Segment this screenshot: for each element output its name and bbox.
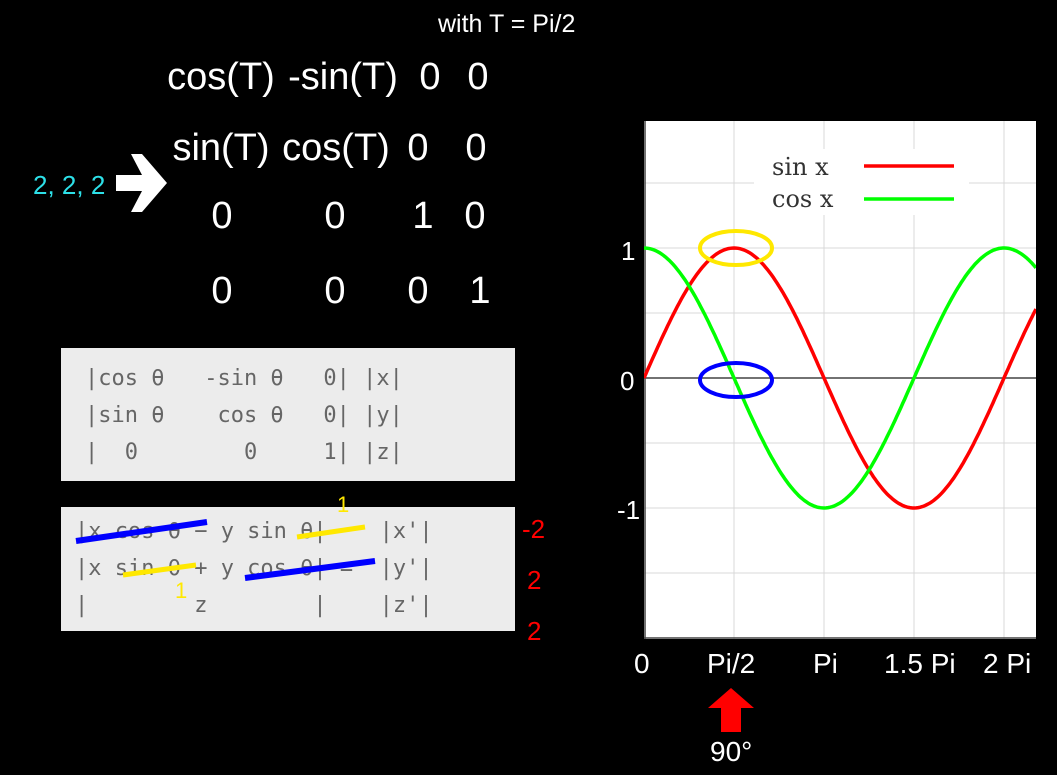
x-tick-label: 0 (634, 648, 650, 679)
matrix-cell: 0 (465, 127, 487, 169)
legend-cos-label: cos x (772, 185, 834, 213)
output-x: -2 (522, 514, 546, 544)
matrix-cell: 1 (469, 270, 491, 312)
matrix-cell: 0 (324, 195, 346, 237)
matrix-cell: 0 (407, 270, 429, 312)
up-arrow-icon (708, 688, 754, 732)
legend-sin-label: sin x (772, 153, 829, 181)
angle-label: 90° (710, 736, 753, 767)
x-tick-label: 1.5 Pi (884, 648, 956, 679)
x-tick-label: 2 Pi (983, 648, 1032, 679)
strike-y-sin (296, 524, 366, 540)
x-tick-label: Pi (813, 648, 838, 679)
y-tick-label: 1 (621, 236, 636, 266)
zero-highlight (698, 361, 774, 399)
formula-line: |cos θ -sin θ 0| |x| (85, 366, 403, 391)
matrix-cell: -sin(T) (288, 56, 398, 98)
matrix-cell: cos(T) (282, 127, 390, 169)
cos-curve (644, 246, 1036, 510)
output-y: 2 (527, 565, 542, 595)
matrix-cell: 0 (467, 56, 489, 98)
matrix-cell: 1 (412, 195, 434, 237)
matrix-cell: cos(T) (167, 56, 275, 98)
x-tick-label: Pi/2 (707, 648, 756, 679)
annotation-one: 1 (175, 578, 188, 603)
legend (754, 149, 969, 215)
rotation-formula-box: |cos θ -sin θ 0| |x| |sin θ cos θ 0| |y|… (61, 348, 515, 481)
matrix-cell: 0 (419, 56, 441, 98)
matrix-cell: 0 (211, 195, 233, 237)
sin-cos-plot: sin x cos x (644, 121, 1036, 639)
input-vector: 2, 2, 2 (33, 170, 106, 200)
output-z: 2 (527, 616, 542, 646)
strike-x-cos (75, 519, 208, 544)
right-arrow-icon (116, 154, 167, 212)
matrix-cell: sin(T) (172, 127, 270, 169)
matrix-cell: 0 (407, 127, 429, 169)
formula-line: | 0 0 1| |z| (85, 440, 403, 465)
matrix-cell: 0 (211, 270, 233, 312)
caption: with T = Pi/2 (438, 10, 576, 38)
strike-x-sin (122, 562, 197, 578)
formula-line: | z | |z'| (75, 593, 433, 618)
y-tick-label: -1 (617, 495, 641, 525)
annotation-one: 1 (337, 492, 350, 517)
strike-y-cos (244, 558, 376, 581)
y-tick-label: 0 (620, 366, 635, 396)
matrix-cell: 0 (324, 270, 346, 312)
formula-line: |sin θ cos θ 0| |y| (85, 403, 403, 428)
peak-highlight (698, 229, 774, 267)
matrix-cell: 0 (464, 195, 486, 237)
